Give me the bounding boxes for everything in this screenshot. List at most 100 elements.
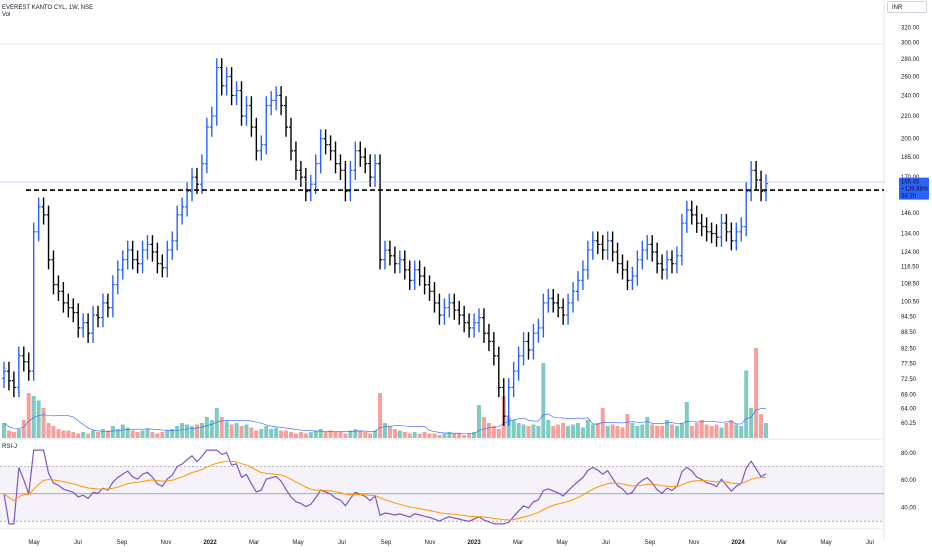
volume-bar bbox=[679, 423, 684, 438]
price-bar bbox=[41, 197, 46, 225]
price-bar bbox=[175, 205, 180, 251]
price-axis[interactable]: 320.00 300.00 280.00 260.00 240.00 220.00 200.… bbox=[901, 25, 920, 427]
price-bar bbox=[199, 154, 204, 194]
price-bar bbox=[180, 197, 185, 225]
volume-bar bbox=[259, 429, 264, 438]
symbol-title[interactable]: EVEREST KANTO CYL, 1W, NSE bbox=[2, 5, 94, 11]
price-bar bbox=[387, 240, 392, 266]
volume-bar bbox=[249, 427, 254, 438]
volume-bar bbox=[125, 427, 130, 438]
price-bar bbox=[110, 275, 115, 318]
volume-bar bbox=[279, 430, 284, 438]
price-bar bbox=[566, 293, 571, 325]
price-bar bbox=[467, 313, 472, 338]
volume-bar bbox=[605, 426, 610, 438]
price-bar bbox=[288, 117, 293, 161]
price-bar bbox=[6, 361, 11, 391]
price-bar bbox=[457, 300, 462, 325]
price-bar bbox=[472, 313, 477, 338]
volume-bar bbox=[100, 429, 105, 438]
volume-bar bbox=[615, 426, 620, 438]
volume-bar bbox=[486, 423, 491, 438]
volume-bar bbox=[239, 426, 244, 438]
price-bar bbox=[754, 161, 759, 190]
volume-bar bbox=[170, 429, 175, 438]
currency-selector[interactable]: INR bbox=[887, 1, 927, 13]
price-bar bbox=[21, 346, 26, 372]
volume-ma-line bbox=[3, 408, 767, 434]
price-bar bbox=[130, 240, 135, 270]
price-bar bbox=[254, 117, 259, 161]
volume-bar bbox=[620, 427, 625, 438]
price-bar bbox=[373, 154, 378, 187]
price-bar bbox=[2, 361, 6, 388]
time-tick-label: May bbox=[556, 540, 567, 546]
price-tick-label: 300.00 bbox=[901, 41, 920, 47]
price-tag-box bbox=[899, 177, 929, 200]
volume-bar bbox=[110, 426, 115, 438]
price-grid bbox=[0, 0, 885, 540]
price-bar bbox=[264, 96, 269, 155]
price-bar bbox=[293, 141, 298, 180]
price-bar bbox=[368, 154, 373, 187]
price-bar bbox=[442, 298, 447, 325]
volume-bar bbox=[76, 433, 81, 438]
volume-bar bbox=[318, 429, 323, 438]
volume-bar bbox=[694, 423, 699, 438]
volume-bar bbox=[56, 429, 61, 438]
price-bar bbox=[397, 250, 402, 274]
price-bar bbox=[259, 135, 264, 161]
volume-bar bbox=[224, 421, 229, 438]
volume-bar bbox=[516, 423, 521, 438]
price-tick-label: 134.00 bbox=[901, 232, 920, 238]
price-bar bbox=[407, 260, 412, 291]
price-bar bbox=[234, 81, 239, 106]
price-tick-label: 146.00 bbox=[901, 211, 920, 217]
volume-bar bbox=[323, 432, 328, 438]
price-tick-label: 88.50 bbox=[901, 330, 917, 336]
volume-bar bbox=[561, 423, 566, 438]
volume-bar bbox=[209, 420, 214, 438]
price-bar bbox=[100, 293, 105, 328]
price-bar bbox=[541, 293, 546, 338]
volume-histogram bbox=[2, 348, 768, 438]
volume-bar bbox=[66, 430, 71, 438]
price-bar bbox=[279, 86, 284, 116]
volume-bar bbox=[665, 420, 670, 438]
price-bar bbox=[66, 293, 71, 318]
volume-bar bbox=[749, 408, 754, 438]
time-tick-label: Jul bbox=[338, 540, 346, 546]
price-bar bbox=[244, 96, 249, 126]
volume-bar bbox=[130, 430, 135, 438]
volume-bar bbox=[293, 433, 298, 438]
time-axis[interactable]: May Jul Sep Nov 2022 Mar May Jul Sep Nov 2023 Mar Ma… bbox=[28, 540, 874, 546]
volume-bar bbox=[457, 433, 462, 438]
volume-bar bbox=[600, 408, 605, 438]
volume-bar bbox=[724, 423, 729, 438]
price-tick-label: 64.00 bbox=[901, 407, 917, 413]
price-bar bbox=[383, 240, 387, 270]
volume-bar bbox=[175, 426, 180, 438]
rsi-tick-label: 40.00 bbox=[901, 506, 917, 512]
price-bar bbox=[531, 323, 536, 360]
price-bar bbox=[219, 58, 224, 96]
volume-bar bbox=[71, 432, 76, 438]
volume-bar bbox=[373, 430, 378, 438]
price-bar bbox=[96, 305, 101, 328]
volume-bar bbox=[625, 414, 630, 438]
price-bar bbox=[585, 240, 590, 280]
volume-bar bbox=[254, 430, 259, 438]
volume-bar bbox=[635, 426, 640, 438]
volume-bar bbox=[590, 424, 595, 438]
price-bar bbox=[739, 217, 744, 242]
volume-bar bbox=[739, 426, 744, 438]
price-bar bbox=[417, 260, 422, 286]
price-bar bbox=[115, 260, 120, 295]
volume-bar bbox=[150, 432, 155, 438]
volume-bar bbox=[214, 408, 219, 438]
volume-bar bbox=[452, 433, 457, 438]
price-bar bbox=[605, 231, 610, 260]
volume-bar bbox=[526, 426, 531, 438]
volume-bar bbox=[650, 424, 655, 438]
